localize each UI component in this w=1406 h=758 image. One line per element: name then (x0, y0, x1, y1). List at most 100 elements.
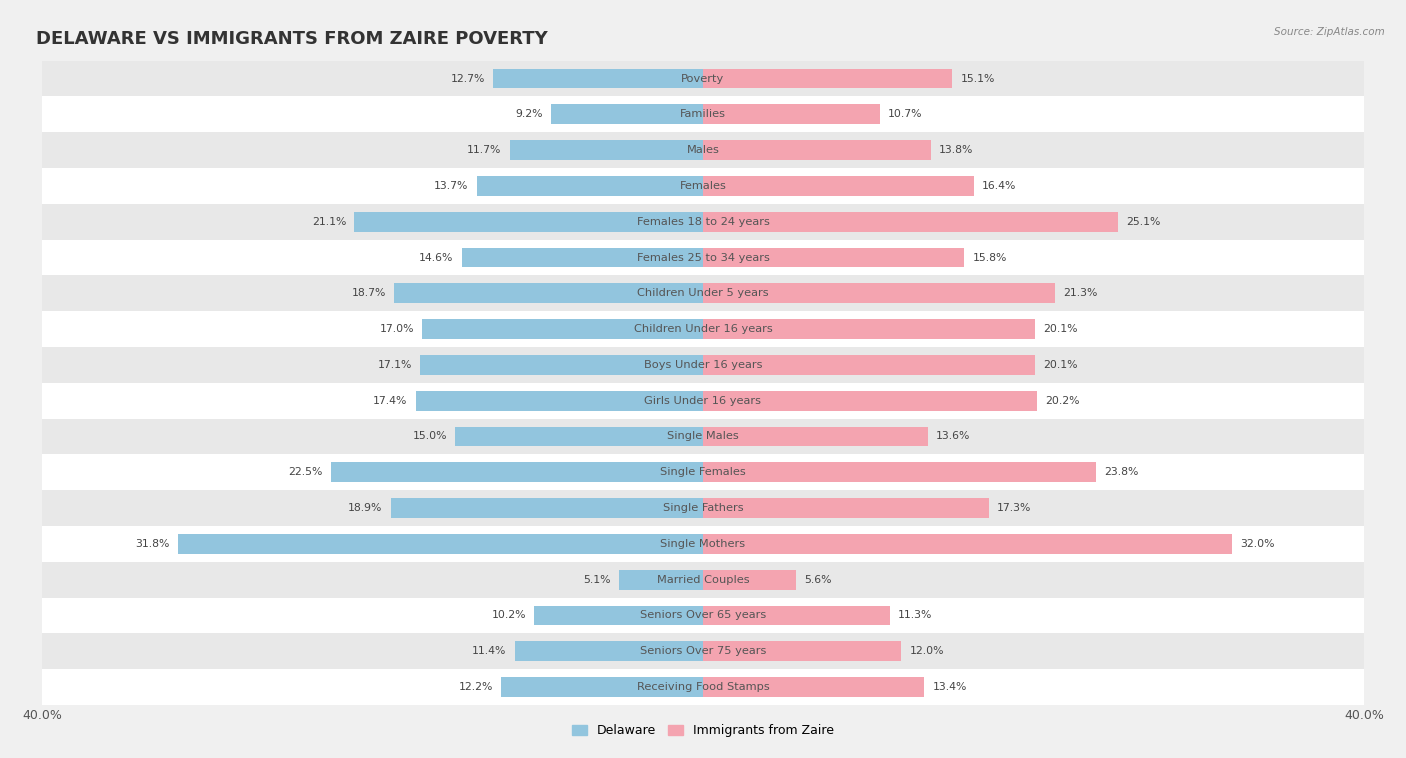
Text: 20.2%: 20.2% (1045, 396, 1080, 406)
Text: 13.4%: 13.4% (932, 682, 967, 692)
Text: 10.2%: 10.2% (492, 610, 526, 621)
Text: Poverty: Poverty (682, 74, 724, 83)
Bar (703, 606, 890, 625)
Text: 14.6%: 14.6% (419, 252, 454, 262)
Text: Receiving Food Stamps: Receiving Food Stamps (637, 682, 769, 692)
Text: Single Fathers: Single Fathers (662, 503, 744, 513)
Text: 17.4%: 17.4% (373, 396, 408, 406)
Text: 17.3%: 17.3% (997, 503, 1032, 513)
Text: Single Mothers: Single Mothers (661, 539, 745, 549)
Bar (703, 534, 1232, 553)
Bar (42, 168, 1364, 204)
Bar (42, 204, 1364, 240)
Bar (551, 105, 703, 124)
Bar (534, 606, 703, 625)
Bar (703, 427, 928, 446)
Text: 18.9%: 18.9% (349, 503, 382, 513)
Text: 23.8%: 23.8% (1105, 467, 1139, 478)
Bar (42, 634, 1364, 669)
Text: 20.1%: 20.1% (1043, 324, 1078, 334)
Bar (703, 176, 974, 196)
Text: Children Under 16 years: Children Under 16 years (634, 324, 772, 334)
Bar (510, 140, 703, 160)
Bar (394, 283, 703, 303)
Bar (42, 312, 1364, 347)
Bar (42, 240, 1364, 275)
Text: 13.7%: 13.7% (434, 181, 468, 191)
Text: Married Couples: Married Couples (657, 575, 749, 584)
Text: 21.3%: 21.3% (1063, 288, 1098, 299)
Text: 22.5%: 22.5% (288, 467, 323, 478)
Text: 20.1%: 20.1% (1043, 360, 1078, 370)
Text: 25.1%: 25.1% (1126, 217, 1160, 227)
Bar (703, 462, 1097, 482)
Text: Boys Under 16 years: Boys Under 16 years (644, 360, 762, 370)
Bar (502, 677, 703, 697)
Text: Females 25 to 34 years: Females 25 to 34 years (637, 252, 769, 262)
Text: DELAWARE VS IMMIGRANTS FROM ZAIRE POVERTY: DELAWARE VS IMMIGRANTS FROM ZAIRE POVERT… (35, 30, 547, 48)
Bar (619, 570, 703, 590)
Text: 12.2%: 12.2% (458, 682, 494, 692)
Bar (703, 69, 952, 89)
Bar (703, 319, 1035, 339)
Text: 21.1%: 21.1% (312, 217, 346, 227)
Bar (42, 526, 1364, 562)
Text: Girls Under 16 years: Girls Under 16 years (644, 396, 762, 406)
Bar (42, 347, 1364, 383)
Bar (515, 641, 703, 661)
Text: Source: ZipAtlas.com: Source: ZipAtlas.com (1274, 27, 1385, 36)
Bar (42, 562, 1364, 597)
Text: 32.0%: 32.0% (1240, 539, 1274, 549)
Text: Families: Families (681, 109, 725, 119)
Bar (42, 132, 1364, 168)
Text: Single Males: Single Males (666, 431, 740, 441)
Bar (703, 677, 924, 697)
Bar (420, 355, 703, 374)
Text: 17.0%: 17.0% (380, 324, 413, 334)
Text: Females: Females (679, 181, 727, 191)
Bar (42, 418, 1364, 454)
Text: 5.6%: 5.6% (804, 575, 831, 584)
Text: Males: Males (686, 145, 720, 155)
Bar (703, 570, 796, 590)
Text: Seniors Over 65 years: Seniors Over 65 years (640, 610, 766, 621)
Bar (42, 61, 1364, 96)
Bar (703, 140, 931, 160)
Bar (177, 534, 703, 553)
Text: 9.2%: 9.2% (515, 109, 543, 119)
Bar (416, 391, 703, 411)
Bar (703, 498, 988, 518)
Text: 15.8%: 15.8% (973, 252, 1007, 262)
Bar (422, 319, 703, 339)
Bar (703, 391, 1036, 411)
Bar (703, 105, 880, 124)
Text: 11.3%: 11.3% (898, 610, 932, 621)
Bar (332, 462, 703, 482)
Text: 5.1%: 5.1% (583, 575, 610, 584)
Bar (354, 212, 703, 231)
Text: Seniors Over 75 years: Seniors Over 75 years (640, 647, 766, 656)
Bar (461, 248, 703, 268)
Text: 13.8%: 13.8% (939, 145, 973, 155)
Text: 12.7%: 12.7% (450, 74, 485, 83)
Bar (42, 490, 1364, 526)
Text: Children Under 5 years: Children Under 5 years (637, 288, 769, 299)
Bar (42, 96, 1364, 132)
Bar (42, 275, 1364, 312)
Bar (42, 454, 1364, 490)
Bar (477, 176, 703, 196)
Bar (703, 355, 1035, 374)
Text: Females 18 to 24 years: Females 18 to 24 years (637, 217, 769, 227)
Text: 31.8%: 31.8% (135, 539, 169, 549)
Bar (703, 283, 1054, 303)
Bar (703, 641, 901, 661)
Bar (703, 248, 965, 268)
Text: Single Females: Single Females (661, 467, 745, 478)
Bar (703, 212, 1118, 231)
Text: 10.7%: 10.7% (889, 109, 922, 119)
Text: 18.7%: 18.7% (352, 288, 385, 299)
Text: 15.1%: 15.1% (960, 74, 995, 83)
Bar (42, 383, 1364, 418)
Bar (494, 69, 703, 89)
Text: 11.4%: 11.4% (472, 647, 506, 656)
